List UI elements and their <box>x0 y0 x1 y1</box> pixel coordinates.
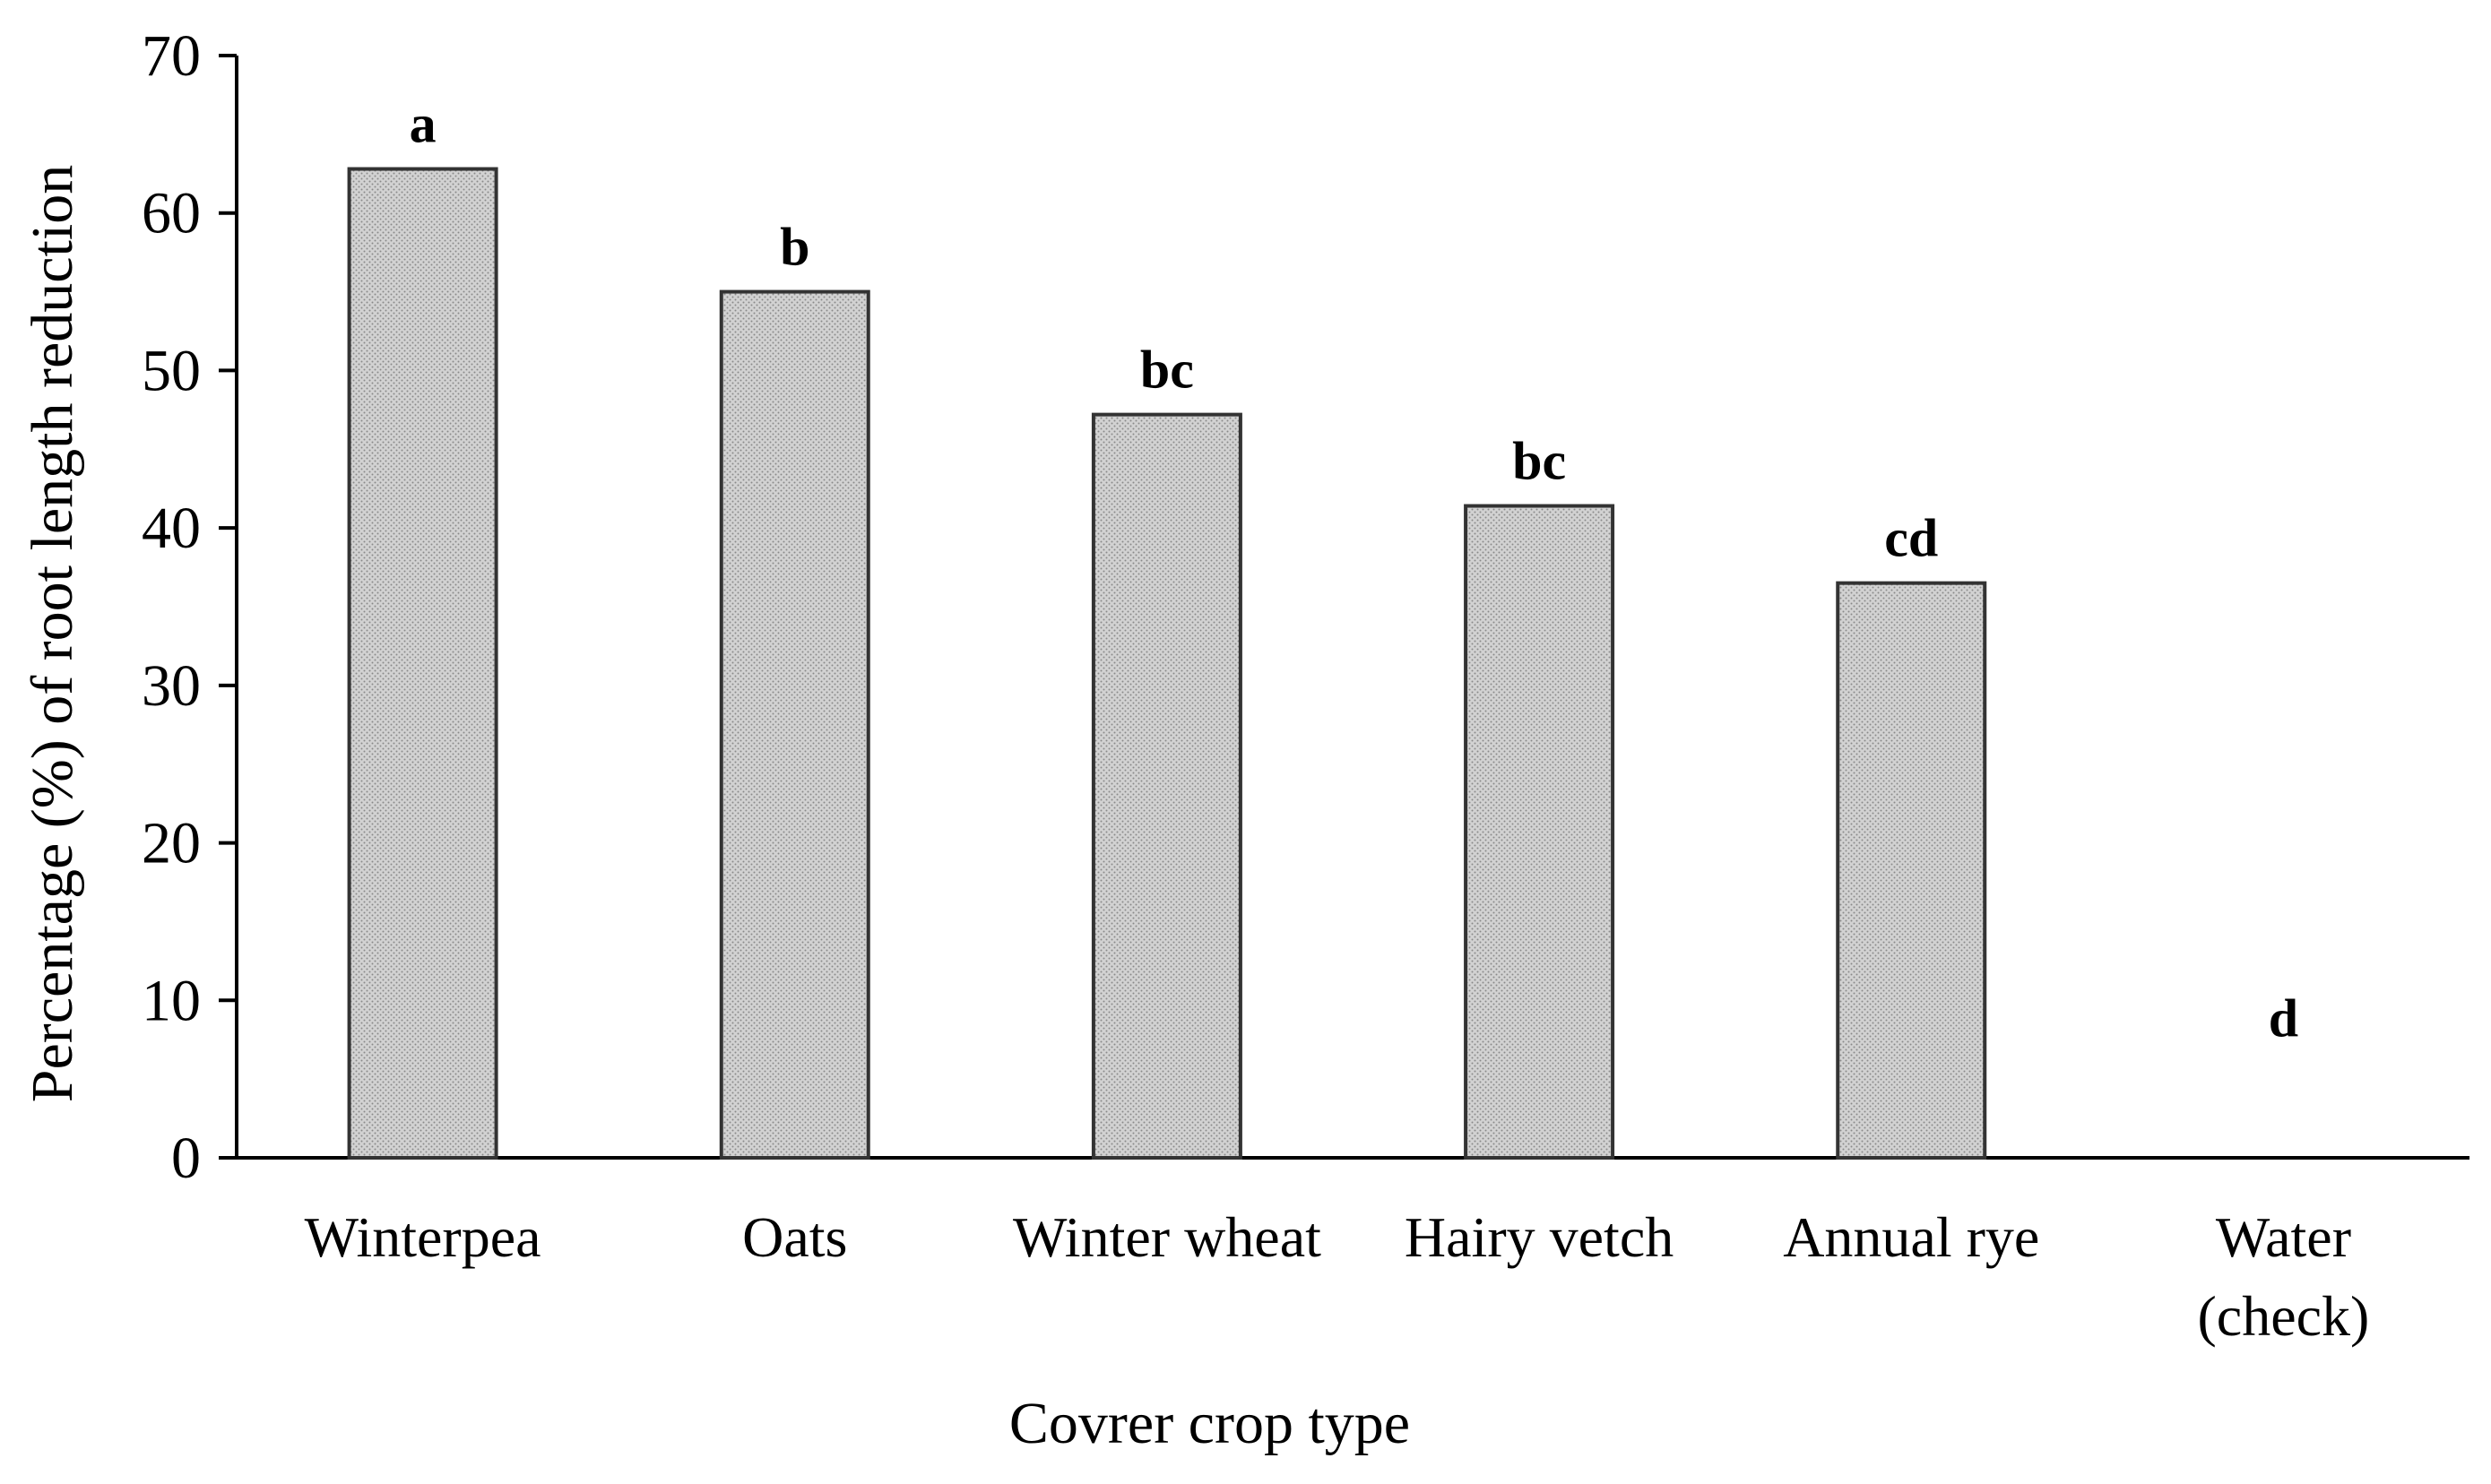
significance-letter: d <box>2269 989 2298 1048</box>
x-tick-label: Hairy vetch <box>1405 1205 1674 1269</box>
y-axis: 0 10 20 30 40 50 60 70 <box>142 23 238 1191</box>
significance-letter: a <box>410 95 437 154</box>
y-tick-label: 60 <box>142 181 201 246</box>
significance-letter: cd <box>1884 509 1938 568</box>
bar <box>1836 581 1987 1160</box>
significance-letter: bc <box>1140 341 1194 400</box>
y-tick-label: 40 <box>142 496 201 561</box>
y-tick-label: 50 <box>142 338 201 403</box>
bar <box>1464 504 1615 1160</box>
bars <box>347 167 1987 1160</box>
bar <box>347 167 498 1160</box>
significance-letter: b <box>780 218 809 277</box>
y-tick-label: 30 <box>142 653 201 719</box>
x-axis-title: Covrer crop type <box>1009 1391 1410 1456</box>
x-tick-label: Oats <box>742 1205 847 1269</box>
y-tick-label: 70 <box>142 23 201 89</box>
x-tick-label: Winterpea <box>305 1205 541 1269</box>
x-tick-label: Winter wheat <box>1013 1205 1321 1269</box>
significance-letter: bc <box>1512 432 1566 491</box>
y-tick-label: 0 <box>171 1126 201 1191</box>
x-tick-label: Annual rye <box>1783 1205 2039 1269</box>
bar <box>719 289 870 1160</box>
y-axis-title: Percentage (%) of root length reduction <box>20 165 85 1102</box>
bar <box>1091 412 1242 1160</box>
x-tick-label: (check) <box>2197 1284 2369 1348</box>
category-labels: Winterpea Oats Winter wheat Hairy vetch Annu… <box>305 1205 2370 1348</box>
y-tick-label: 10 <box>142 968 201 1033</box>
y-tick-label: 20 <box>142 811 201 876</box>
significance-letters: a b bc bc cd d <box>410 95 2299 1048</box>
x-tick-label: Water <box>2216 1205 2351 1269</box>
